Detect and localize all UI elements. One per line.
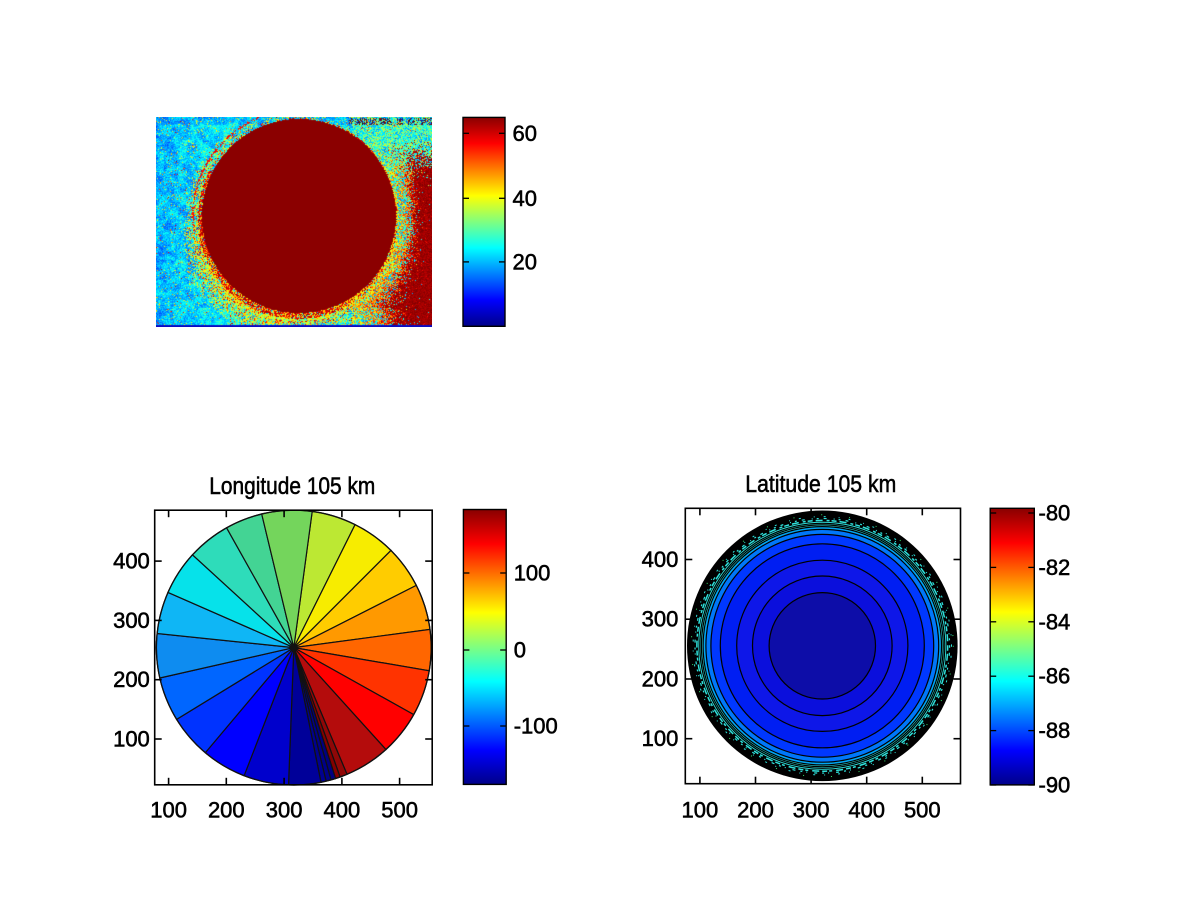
svg-text:60: 60 bbox=[513, 121, 537, 146]
svg-text:-100: -100 bbox=[514, 714, 558, 739]
svg-text:20: 20 bbox=[513, 249, 537, 274]
svg-text:Longitude 105 km: Longitude 105 km bbox=[209, 473, 375, 500]
svg-text:-88: -88 bbox=[1039, 718, 1071, 743]
svg-text:100: 100 bbox=[150, 798, 187, 823]
svg-text:-80: -80 bbox=[1039, 501, 1071, 526]
svg-text:500: 500 bbox=[904, 798, 941, 823]
svg-text:400: 400 bbox=[324, 798, 361, 823]
svg-text:100: 100 bbox=[642, 726, 679, 751]
svg-text:300: 300 bbox=[793, 798, 830, 823]
svg-text:0: 0 bbox=[514, 638, 526, 663]
svg-text:100: 100 bbox=[682, 798, 719, 823]
svg-text:100: 100 bbox=[113, 727, 150, 752]
svg-text:400: 400 bbox=[642, 547, 679, 572]
svg-text:-90: -90 bbox=[1039, 773, 1071, 798]
svg-text:200: 200 bbox=[642, 667, 679, 692]
svg-text:-86: -86 bbox=[1039, 664, 1071, 689]
svg-text:200: 200 bbox=[208, 798, 245, 823]
svg-text:300: 300 bbox=[642, 607, 679, 632]
svg-text:400: 400 bbox=[848, 798, 885, 823]
svg-text:200: 200 bbox=[113, 667, 150, 692]
svg-text:400: 400 bbox=[113, 549, 150, 574]
svg-text:40: 40 bbox=[513, 186, 537, 211]
svg-text:300: 300 bbox=[113, 608, 150, 633]
svg-text:Latitude 105 km: Latitude 105 km bbox=[745, 471, 896, 498]
svg-text:500: 500 bbox=[381, 798, 418, 823]
svg-text:-84: -84 bbox=[1039, 609, 1071, 634]
svg-text:300: 300 bbox=[266, 798, 303, 823]
svg-text:-82: -82 bbox=[1039, 555, 1071, 580]
svg-text:100: 100 bbox=[514, 561, 551, 586]
svg-text:200: 200 bbox=[737, 798, 774, 823]
